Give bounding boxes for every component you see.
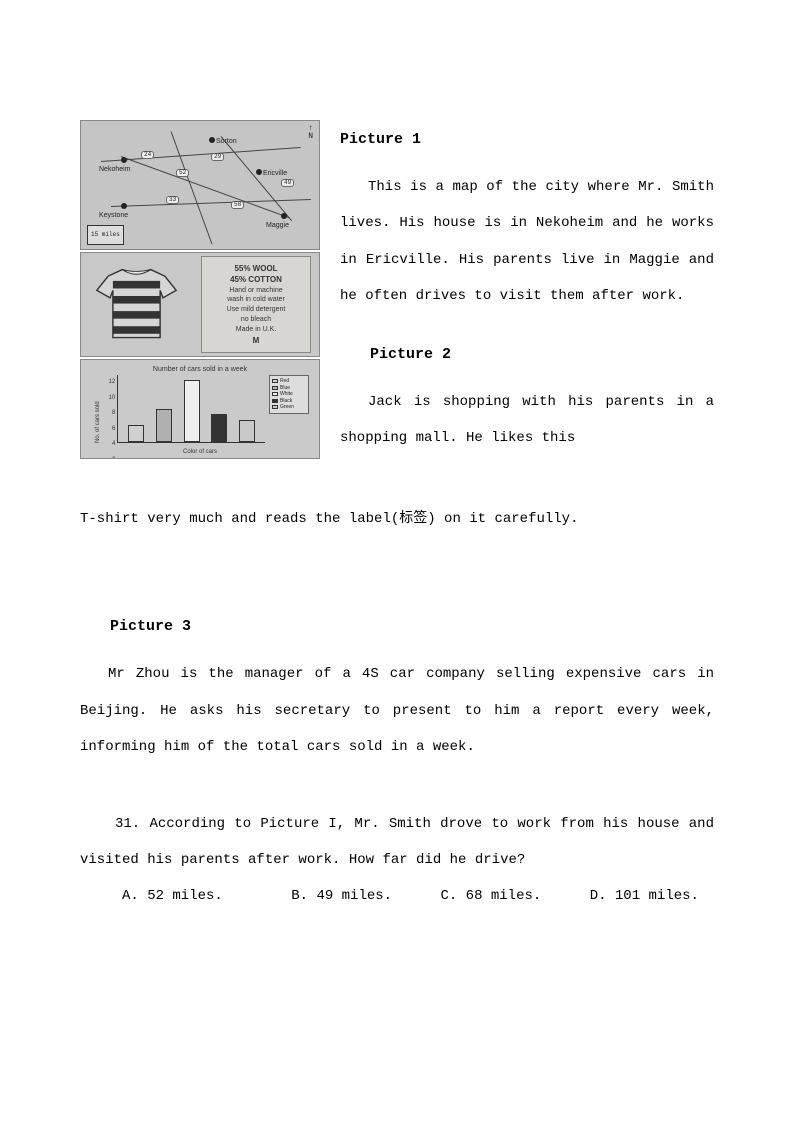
shirt-label: 55% WOOL 45% COTTON Hand or machine wash…	[201, 256, 311, 353]
chart-figure: Number of cars sold in a week No. of car…	[80, 359, 320, 459]
chart-bar	[128, 425, 144, 442]
road-badge: 52	[176, 169, 189, 177]
chart-bar	[156, 409, 172, 443]
compass-icon: ↑N	[308, 125, 313, 141]
picture-2-text-part2: T-shirt very much and reads the label(标签…	[80, 501, 714, 537]
picture-3-text: Mr Zhou is the manager of a 4S car compa…	[80, 656, 714, 765]
chart-x-label: Color of cars	[91, 445, 309, 459]
text-column: Picture 1 This is a map of the city wher…	[340, 120, 714, 461]
chart-bar	[211, 414, 227, 442]
chart-y-axis: 12 10 8 6 4 2 0	[109, 375, 118, 443]
road-badge: 29	[211, 153, 224, 161]
shirt-figure: 55% WOOL 45% COTTON Hand or machine wash…	[80, 252, 320, 357]
city-sorton: Sorton	[216, 133, 237, 151]
road-badge: 33	[166, 196, 179, 204]
chart-legend: RedBlueWhiteBlackGreen	[269, 375, 309, 414]
road-badge: 24	[141, 151, 154, 159]
picture-3-heading: Picture 3	[80, 607, 714, 646]
chart-bar	[184, 380, 200, 442]
picture-1-text: This is a map of the city where Mr. Smit…	[340, 169, 714, 315]
map-scale: 15 miles	[87, 225, 124, 245]
question-stem: 31. According to Picture I, Mr. Smith dr…	[80, 806, 714, 879]
top-section: ↑N Nekoheim Sorton Ericville Keystone Ma…	[80, 120, 714, 461]
image-panel: ↑N Nekoheim Sorton Ericville Keystone Ma…	[80, 120, 320, 461]
question-options: A. 52 miles. B. 49 miles. C. 68 miles. D…	[80, 878, 714, 914]
road-badge: 49	[281, 179, 294, 187]
chart-title: Number of cars sold in a week	[91, 366, 309, 373]
question-31: 31. According to Picture I, Mr. Smith dr…	[80, 806, 714, 915]
map-figure: ↑N Nekoheim Sorton Ericville Keystone Ma…	[80, 120, 320, 250]
picture-1-heading: Picture 1	[340, 120, 714, 159]
picture-2-heading: Picture 2	[340, 335, 714, 374]
option-c: C. 68 miles.	[440, 888, 541, 904]
picture-2-text-part1: Jack is shopping with his parents in a s…	[340, 384, 714, 457]
picture-3-block: Picture 3 Mr Zhou is the manager of a 4S…	[80, 607, 714, 765]
option-a: A. 52 miles.	[122, 888, 223, 904]
road-badge: 58	[231, 201, 244, 209]
chart-y-title: No. of cars sold	[91, 375, 107, 443]
chart-bar	[239, 420, 255, 442]
option-d: D. 101 miles.	[590, 888, 699, 904]
legend-item: Green	[272, 404, 306, 411]
city-keystone: Keystone	[99, 207, 128, 225]
city-nekoheim: Nekoheim	[99, 161, 131, 179]
option-b: B. 49 miles.	[291, 888, 392, 904]
tshirt-icon	[89, 262, 184, 347]
city-maggie: Maggie	[266, 217, 289, 235]
chart-bars	[117, 375, 265, 443]
